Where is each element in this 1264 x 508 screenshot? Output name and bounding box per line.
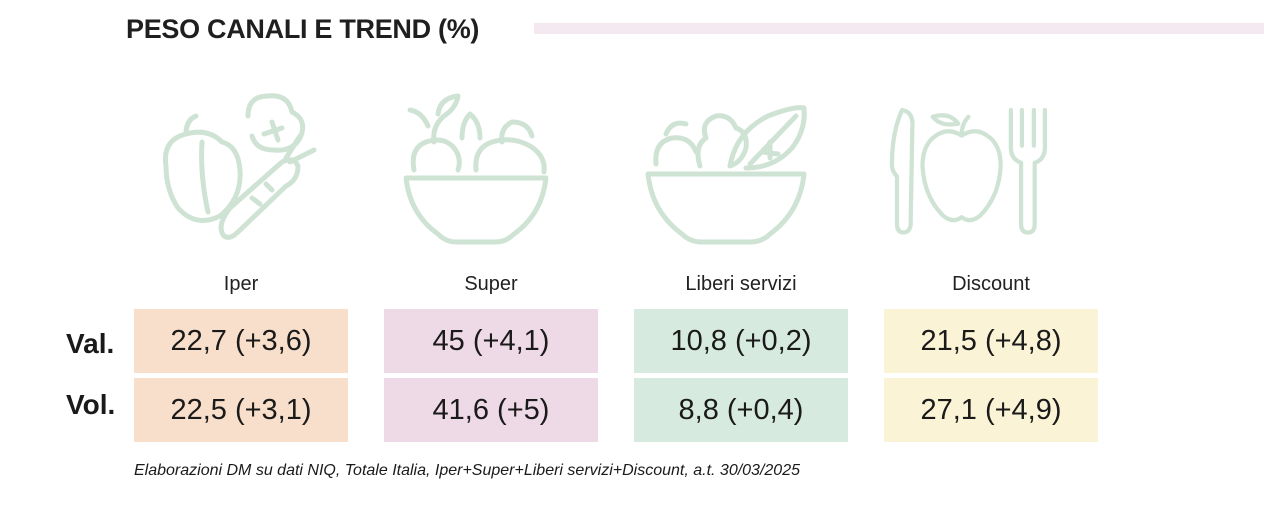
salad-bowl-icon [645,86,816,248]
table-cell-vol-discount: 27,1 (+4,9) [884,378,1098,442]
title-decoration-bar [534,23,1264,34]
channel-label-liberi-servizi: Liberi servizi [685,273,797,295]
source-footnote: Elaborazioni DM su dati NIQ, Totale Ital… [134,462,800,479]
page-title: PESO CANALI E TREND (%) [126,14,480,44]
row-label-vol: Vol. [66,389,116,420]
table-cell-val-liberi-servizi: 10,8 (+0,2) [634,309,848,373]
table-cell-vol-super: 41,6 (+5) [384,378,598,442]
table-cell-val-discount: 21,5 (+4,8) [884,309,1098,373]
table-cell-val-super: 45 (+4,1) [384,309,598,373]
cutlery-apple-icon [880,86,1050,248]
fruit-bowl-icon [403,86,574,248]
channel-label-super: Super [464,273,518,295]
table-cell-val-iper: 22,7 (+3,6) [134,309,348,373]
channel-label-discount: Discount [952,273,1030,295]
vegetables-icon [156,86,326,248]
row-label-val: Val. [66,328,115,359]
channel-label-iper: Iper [223,273,259,295]
table-cell-vol-liberi-servizi: 8,8 (+0,4) [634,378,848,442]
table-cell-vol-iper: 22,5 (+3,1) [134,378,348,442]
